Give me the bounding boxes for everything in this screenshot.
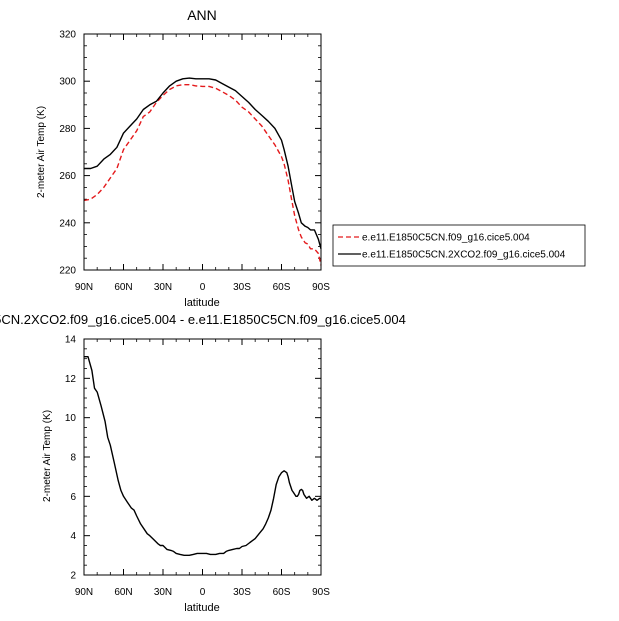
legend-box	[332, 224, 586, 267]
legend-label-control: e.e11.E1850C5CN.f09_g16.cice5.004	[362, 233, 530, 244]
top-chart-xlabel: latitude	[184, 297, 219, 309]
x-tick-label: 0	[200, 587, 206, 598]
x-tick-label: 90N	[75, 282, 93, 293]
bottom-chart-title: e.e11.E1850C5CN.2XCO2.f09_g16.cice5.004 …	[0, 312, 406, 327]
bottom-chart-ylabel: 2-meter Air Temp (K)	[42, 410, 53, 502]
bottom-chart-series	[84, 356, 321, 556]
top-series-line-0	[83, 83, 322, 266]
y-tick-label: 6	[70, 492, 76, 503]
x-tick-label: 60S	[273, 282, 291, 293]
y-tick-label: 220	[59, 266, 76, 277]
y-tick-label: 4	[70, 531, 76, 542]
y-tick-label: 280	[59, 124, 76, 135]
y-tick-label: 8	[70, 453, 76, 464]
legend: e.e11.E1850C5CN.f09_g16.cice5.004 e.e11.…	[332, 224, 586, 267]
top-series-line-1	[84, 77, 322, 249]
bottom-chart-xlabel: latitude	[184, 602, 219, 614]
bottom-series-line-0	[84, 356, 321, 556]
x-tick-label: 30N	[154, 282, 172, 293]
x-tick-label: 90S	[312, 587, 330, 598]
legend-label-2xco2: e.e11.E1850C5CN.2XCO2.f09_g16.cice5.004	[362, 250, 566, 261]
top-chart-ylabel: 2-meter Air Temp (K)	[36, 106, 47, 198]
x-tick-label: 30S	[233, 282, 251, 293]
x-tick-label: 90S	[312, 282, 330, 293]
bottom-chart-ticks: 90N 60N 30N 0 30S 60S 90S 2 4 6 8 10 12 14	[65, 335, 330, 599]
y-tick-label: 260	[59, 171, 76, 182]
x-tick-label: 60N	[114, 282, 132, 293]
top-chart-title: ANN	[187, 7, 217, 23]
y-tick-label: 240	[59, 218, 76, 229]
bottom-chart-frame	[83, 338, 322, 576]
y-tick-label: 12	[65, 374, 77, 385]
y-tick-label: 14	[65, 335, 77, 346]
annual-temperature-chart: ANN 90N 60N 30N 0 30S 60S 90S 220 240 260 280 300 32…	[36, 7, 330, 309]
y-tick-label: 320	[59, 30, 76, 41]
top-chart-ticks: 90N 60N 30N 0 30S 60S 90S 220 240 260 280 300 320	[59, 30, 330, 294]
y-tick-label: 10	[65, 413, 77, 424]
x-tick-label: 90N	[75, 587, 93, 598]
top-chart-series	[83, 77, 322, 266]
top-chart-frame	[83, 33, 322, 271]
x-tick-label: 0	[200, 282, 206, 293]
x-tick-label: 60N	[114, 587, 132, 598]
y-tick-label: 300	[59, 77, 76, 88]
y-tick-label: 2	[70, 571, 76, 582]
x-tick-label: 60S	[273, 587, 291, 598]
x-tick-label: 30N	[154, 587, 172, 598]
temperature-difference-chart: e.e11.E1850C5CN.2XCO2.f09_g16.cice5.004 …	[0, 312, 406, 614]
x-tick-label: 30S	[233, 587, 251, 598]
